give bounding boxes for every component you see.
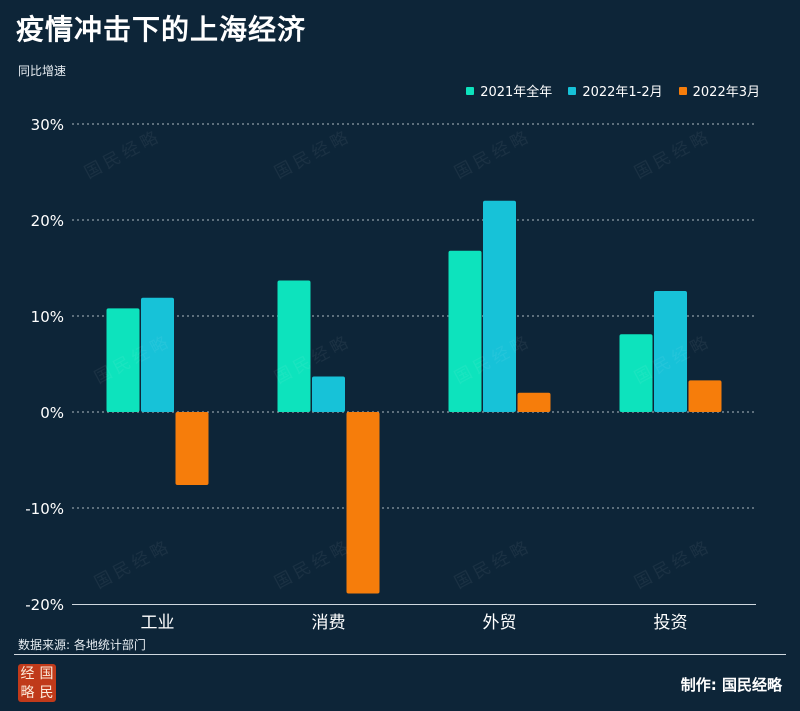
y-tick-label: 0% [40,404,64,422]
legend-item-2022-jan-feb: 2022年1-2月 [568,81,663,100]
footer-divider [14,654,786,655]
bar [517,392,551,412]
legend-item-2021: 2021年全年 [466,81,552,100]
legend-swatch-2022-jan-feb [568,86,577,95]
bar [106,308,140,412]
bar [688,380,722,412]
bar [483,200,516,412]
bar [141,297,174,412]
legend-swatch-2021 [466,86,475,95]
bar [654,291,687,412]
logo-char: 略 [20,684,35,701]
x-tick-label: 外贸 [483,613,517,633]
chart-legend: 2021年全年 2022年1-2月 2022年3月 [466,81,760,100]
legend-item-2022-mar: 2022年3月 [678,81,760,100]
logo-char: 经 [20,665,35,682]
bar [448,250,482,412]
data-source: 数据来源: 各地统计部门 [18,638,146,652]
logo-char: 民 [39,684,54,701]
author-credit: 制作: 国民经略 [680,676,782,694]
y-axis-label: 同比增速 [18,64,67,78]
bar [619,334,653,412]
y-tick-label: 30% [31,116,64,134]
x-tick-label: 消费 [312,613,346,633]
bar [277,280,311,412]
legend-label-2021: 2021年全年 [480,85,553,100]
brand-logo: 经 国 略 民 [18,664,56,702]
bar [175,412,209,485]
legend-label-2022-jan-feb: 2022年1-2月 [582,85,663,100]
x-tick-label: 工业 [141,613,175,633]
y-tick-label: -10% [25,500,64,518]
x-tick-label: 投资 [654,613,688,633]
chart-title: 疫情冲击下的上海经济 [16,13,307,46]
y-tick-label: 20% [31,212,64,230]
bar [312,376,345,412]
bar [346,412,380,594]
y-tick-label: 10% [31,308,64,326]
legend-swatch-2022-mar [678,86,687,95]
y-tick-label: -20% [25,596,64,614]
legend-label-2022-mar: 2022年3月 [692,85,760,100]
logo-char: 国 [39,665,54,682]
